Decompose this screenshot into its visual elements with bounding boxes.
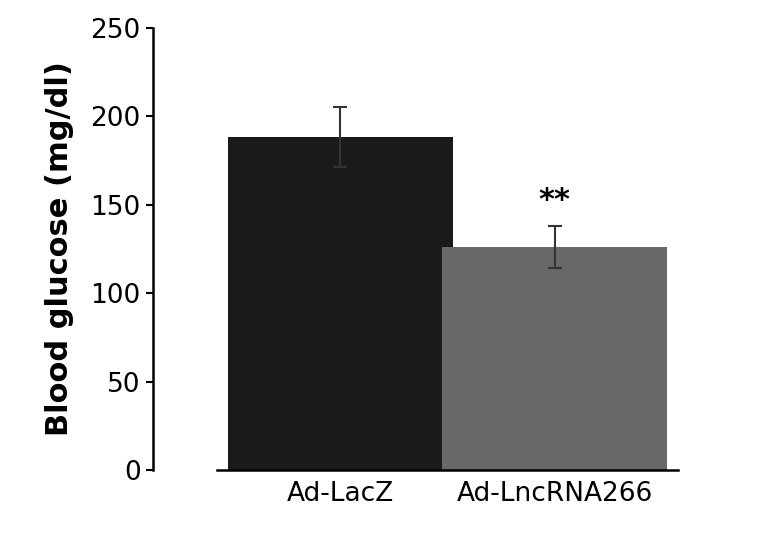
- Y-axis label: Blood glucose (mg/dl): Blood glucose (mg/dl): [44, 61, 73, 436]
- Bar: [228, 137, 453, 470]
- Text: **: **: [539, 186, 571, 215]
- Bar: [442, 247, 667, 470]
